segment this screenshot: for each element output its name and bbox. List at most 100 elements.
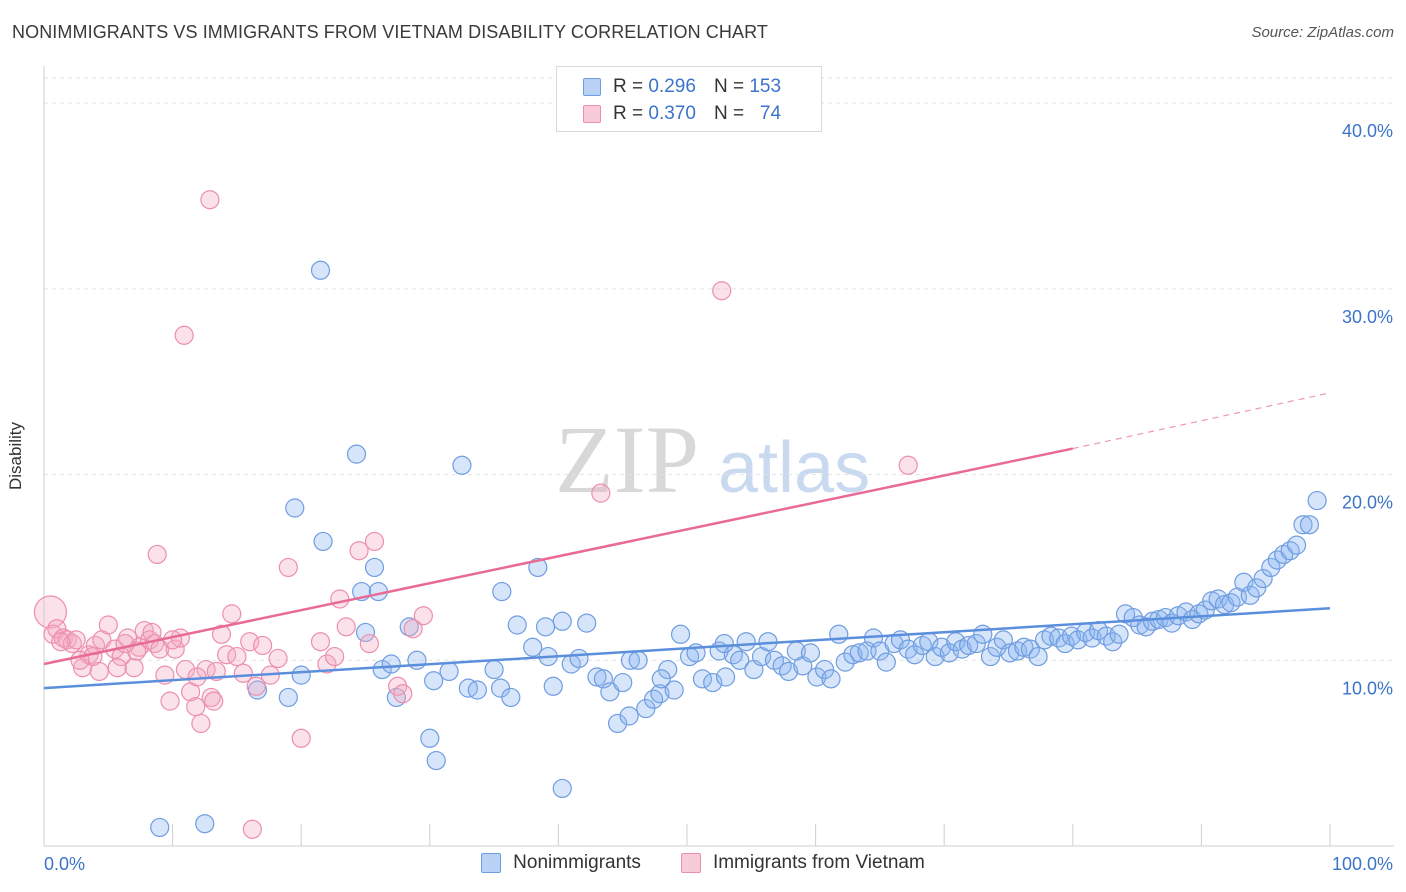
point-immigrants-vietnam <box>325 646 345 667</box>
point-nonimmigrants <box>670 624 691 644</box>
point-immigrants-vietnam <box>142 622 162 643</box>
point-immigrants-vietnam <box>403 619 423 639</box>
point-nonimmigrants <box>966 633 986 654</box>
point-immigrants-vietnam <box>200 190 220 210</box>
point-nonimmigrants <box>1000 643 1020 663</box>
legend-row-nonimmigrants: R = 0.296 N = 153 <box>583 74 781 100</box>
legend-swatch-immigrants <box>583 105 601 123</box>
point-nonimmigrants <box>313 531 333 552</box>
point-immigrants-vietnam <box>330 589 350 609</box>
watermark-zip: ZIP <box>555 406 699 513</box>
point-nonimmigrants <box>364 557 385 578</box>
legend-r-value: 0.296 <box>648 76 696 97</box>
point-nonimmigrants <box>355 622 376 643</box>
point-nonimmigrants <box>1123 607 1143 628</box>
point-nonimmigrants <box>492 581 512 602</box>
legend-item-immigrants-vietnam[interactable]: Immigrants from Vietnam <box>680 852 925 874</box>
point-nonimmigrants <box>587 667 607 687</box>
point-immigrants-vietnam <box>66 630 86 650</box>
point-nonimmigrants <box>543 676 563 696</box>
point-nonimmigrants <box>664 680 684 700</box>
point-immigrants-vietnam <box>712 281 732 301</box>
source-label: Source: ZipAtlas.com <box>1251 24 1394 41</box>
point-immigrants-vietnam <box>291 728 311 748</box>
legend-r-label: R = <box>613 103 644 124</box>
point-nonimmigrants <box>835 652 855 672</box>
x-tick-label-max: 100.0% <box>1332 854 1393 874</box>
point-nonimmigrants <box>815 659 835 680</box>
point-nonimmigrants <box>1247 578 1267 598</box>
legend-swatch <box>680 853 701 873</box>
series-legend: Nonimmigrants Immigrants from Vietnam <box>0 852 1406 874</box>
point-immigrants-vietnam <box>51 632 71 652</box>
point-immigrants-vietnam <box>364 531 385 552</box>
point-nonimmigrants <box>467 680 487 700</box>
point-nonimmigrants <box>607 713 628 734</box>
point-nonimmigrants <box>507 615 527 635</box>
point-nonimmigrants <box>714 633 734 654</box>
point-nonimmigrants <box>650 684 670 704</box>
point-immigrants-vietnam <box>336 617 356 637</box>
point-immigrants-vietnam <box>124 658 144 678</box>
tick-labels: 10.0% 20.0% 30.0% 40.0% 0.0% 100.0% <box>44 121 1393 874</box>
point-nonimmigrants <box>452 455 472 475</box>
point-nonimmigrants <box>285 498 305 518</box>
point-nonimmigrants <box>523 637 543 657</box>
point-immigrants-vietnam <box>163 630 183 650</box>
y-tick-label: 40.0% <box>1342 121 1393 141</box>
point-immigrants-vietnam <box>115 633 135 654</box>
point-nonimmigrants <box>628 650 648 670</box>
point-nonimmigrants <box>1142 611 1163 631</box>
point-nonimmigrants <box>195 814 215 834</box>
legend-n-label: N = <box>713 103 745 124</box>
legend-label: Immigrants from Vietnam <box>712 852 925 873</box>
point-nonimmigrants <box>150 817 170 838</box>
point-nonimmigrants <box>1068 630 1088 650</box>
point-nonimmigrants <box>1286 535 1307 555</box>
point-nonimmigrants <box>807 667 827 687</box>
point-nonimmigrants <box>426 750 446 771</box>
point-immigrants-vietnam <box>242 819 262 839</box>
correlation-legend: R = 0.296 N = 153 R = 0.370 N = 74 <box>556 66 822 132</box>
legend-swatch <box>481 853 502 873</box>
data-points <box>33 190 1327 839</box>
legend-n-value: 74 <box>759 103 782 124</box>
legend-label: Nonimmigrants <box>513 852 641 873</box>
point-immigrants-vietnam <box>898 455 918 475</box>
point-nonimmigrants <box>1014 637 1034 657</box>
point-nonimmigrants <box>925 646 945 667</box>
point-nonimmigrants <box>501 687 521 708</box>
point-nonimmigrants <box>381 654 401 674</box>
point-immigrants-vietnam <box>174 325 194 345</box>
point-nonimmigrants <box>1307 490 1327 511</box>
point-immigrants-vietnam <box>268 648 288 669</box>
point-nonimmigrants <box>651 669 671 689</box>
watermark-atlas: atlas <box>718 428 870 508</box>
grid <box>44 77 1394 661</box>
point-nonimmigrants <box>613 672 633 693</box>
point-nonimmigrants <box>552 778 572 799</box>
legend-row-immigrants: R = 0.370 N = 74 <box>583 101 781 127</box>
point-nonimmigrants <box>619 706 639 726</box>
point-immigrants-vietnam <box>227 646 247 667</box>
point-immigrants-vietnam <box>89 661 109 682</box>
point-nonimmigrants <box>939 643 959 663</box>
point-nonimmigrants <box>1109 624 1129 644</box>
point-immigrants-vietnam <box>147 544 167 565</box>
point-nonimmigrants <box>980 646 1001 667</box>
point-immigrants-vietnam <box>191 713 211 734</box>
point-nonimmigrants <box>424 671 444 691</box>
y-tick-label: 10.0% <box>1342 678 1393 698</box>
point-nonimmigrants <box>1240 585 1260 605</box>
point-nonimmigrants <box>849 643 869 663</box>
chart-title: NONIMMIGRANTS VS IMMIGRANTS FROM VIETNAM… <box>12 22 768 42</box>
point-immigrants-vietnam <box>317 654 337 674</box>
point-immigrants-vietnam <box>233 663 253 683</box>
legend-item-nonimmigrants[interactable]: Nonimmigrants <box>481 852 641 874</box>
point-immigrants-vietnam <box>211 624 232 644</box>
point-immigrants-vietnam <box>160 691 180 711</box>
point-nonimmigrants <box>715 667 736 687</box>
point-nonimmigrants <box>569 648 589 669</box>
point-immigrants-vietnam <box>134 620 154 641</box>
point-immigrants-vietnam <box>107 658 127 678</box>
